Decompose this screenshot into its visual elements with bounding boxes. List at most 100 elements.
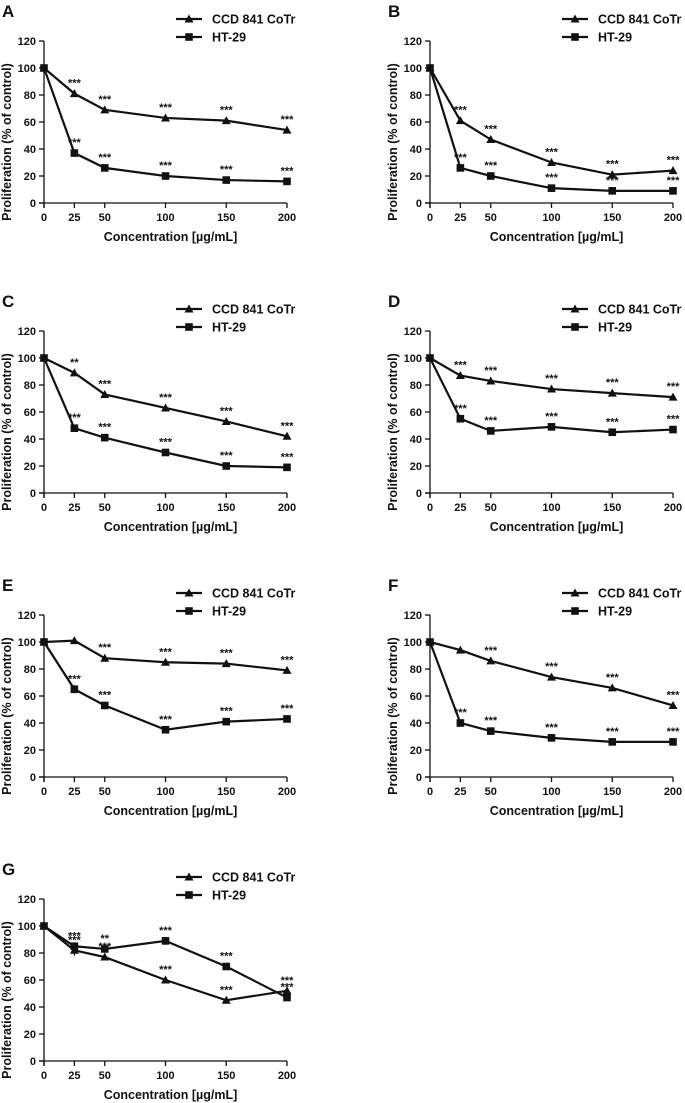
- data-point: [607, 388, 617, 397]
- legend-marker: [185, 891, 193, 899]
- data-point: [547, 184, 556, 192]
- data-point: [222, 176, 231, 184]
- x-tick-label: 200: [664, 786, 682, 798]
- data-point: [40, 922, 48, 930]
- x-tick-label: 200: [278, 502, 296, 514]
- series-line: [42, 357, 288, 469]
- data-point: [486, 172, 495, 180]
- x-tick-label: 25: [68, 786, 80, 798]
- x-tick-label: 25: [454, 502, 466, 514]
- data-point: [161, 448, 170, 457]
- data-point: [100, 952, 110, 961]
- significance-label: ***: [484, 365, 498, 377]
- data-point: [161, 657, 170, 666]
- data-point: [221, 659, 231, 668]
- data-point: [426, 638, 434, 646]
- legend-marker: [570, 588, 580, 597]
- data-point: [456, 414, 465, 423]
- chart-panel-f: F 0 20 40 60 80 100 120 0 25 50 100 150 200 Concentrat…: [386, 576, 682, 818]
- significance-label: ***: [68, 78, 82, 90]
- series-ccd-841-cotr: *** *** *** *** ***: [425, 63, 681, 179]
- x-tick-label: 25: [68, 502, 80, 514]
- legend-label: HT-29: [212, 889, 246, 903]
- data-point: [100, 701, 109, 710]
- significance-label: ***: [667, 155, 681, 167]
- chart-panel-a: A 0 20 40 60 80 100 120 0 25 50 100 150 200 Concentrat…: [0, 2, 296, 244]
- significance-label: ***: [606, 377, 620, 389]
- y-tick-label: 100: [18, 637, 36, 649]
- series-line: [429, 640, 674, 707]
- x-tick-label: 150: [217, 786, 235, 798]
- significance-label: ***: [159, 102, 173, 114]
- data-point: [161, 113, 170, 122]
- data-point: [547, 384, 556, 393]
- y-axis-title: Proliferation (% of control): [0, 637, 14, 795]
- y-axis-title: Proliferation (% of control): [0, 353, 14, 511]
- significance-label: ***: [667, 381, 681, 393]
- x-tick-label: 150: [603, 502, 621, 514]
- data-point: [222, 717, 231, 726]
- x-tick-label: 200: [278, 786, 296, 798]
- data-point: [221, 116, 231, 125]
- y-tick-label: 120: [404, 36, 422, 48]
- significance-label: ***: [484, 160, 498, 172]
- x-tick-label: 50: [485, 212, 497, 224]
- data-point: [70, 942, 79, 951]
- legend-marker: [571, 323, 579, 331]
- y-tick-label: 20: [410, 171, 422, 183]
- data-point: [486, 656, 496, 665]
- panel-label: A: [2, 2, 14, 21]
- x-tick-label: 100: [156, 212, 174, 224]
- data-point: [70, 685, 79, 694]
- significance-label: ***: [220, 984, 234, 996]
- data-point: [607, 170, 617, 179]
- data-point: [455, 371, 465, 380]
- significance-label: ***: [606, 672, 620, 684]
- significance-label: ***: [159, 646, 173, 658]
- y-tick-label: 120: [404, 610, 422, 622]
- series-ht-29: *** ***********: [40, 922, 294, 1002]
- significance-label: ***: [159, 392, 173, 404]
- x-tick-label: 50: [99, 502, 111, 514]
- series-line: [429, 357, 674, 434]
- significance-label: **: [100, 933, 109, 945]
- data-point: [100, 164, 109, 172]
- x-tick-label: 200: [278, 212, 296, 224]
- significance-label: ***: [606, 726, 620, 738]
- data-point: [669, 425, 677, 434]
- series-ht-29: *** *** *** *** ***: [40, 64, 295, 186]
- y-tick-label: 60: [410, 407, 422, 419]
- data-point: [282, 986, 292, 995]
- significance-label: ***: [454, 360, 468, 372]
- data-point: [547, 423, 556, 431]
- significance-label: ***: [484, 124, 498, 136]
- panel-label: B: [388, 2, 400, 21]
- significance-label: ***: [545, 722, 559, 734]
- y-tick-label: 120: [18, 36, 36, 48]
- data-point: [426, 354, 434, 362]
- x-tick-label: 150: [603, 786, 621, 798]
- x-tick-label: 100: [156, 502, 174, 514]
- significance-label: ***: [281, 165, 295, 177]
- data-point: [668, 700, 678, 709]
- y-tick-label: 60: [410, 117, 422, 129]
- data-point: [486, 427, 495, 435]
- x-tick-label: 100: [542, 502, 560, 514]
- data-point: [456, 719, 465, 727]
- significance-label: ***: [454, 152, 468, 164]
- data-point: [69, 89, 79, 98]
- data-point: [669, 738, 677, 746]
- data-point: [100, 433, 109, 442]
- significance-label: ***: [281, 703, 295, 715]
- data-point: [40, 354, 48, 362]
- y-tick-label: 60: [24, 691, 36, 703]
- series-line: [428, 67, 673, 192]
- x-tick-label: 50: [485, 786, 497, 798]
- y-axis-title: Proliferation (% of control): [386, 353, 400, 511]
- series-ht-29: *** *** *** *** ***: [40, 638, 295, 734]
- x-axis-title: Concentration [µg/mL]: [104, 520, 238, 534]
- y-tick-label: 100: [18, 353, 36, 365]
- y-tick-label: 0: [416, 488, 422, 500]
- x-axis-title: Concentration [µg/mL]: [104, 1088, 238, 1102]
